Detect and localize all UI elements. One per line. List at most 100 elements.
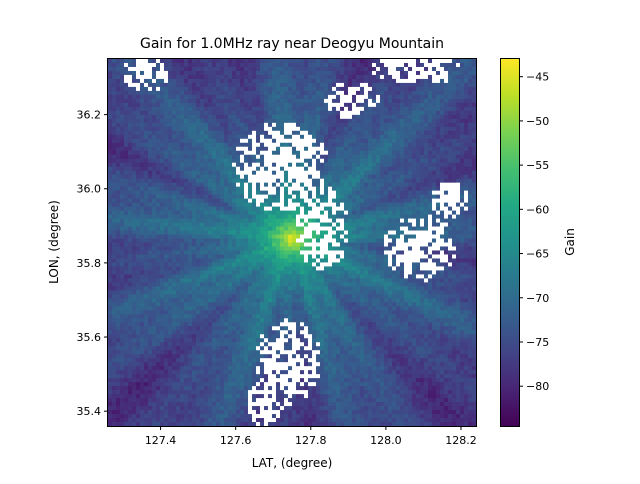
heatmap-cell	[420, 78, 425, 84]
heatmap-cell	[388, 166, 393, 172]
heatmap-cell	[220, 86, 225, 92]
heatmap-cell	[408, 102, 413, 108]
heatmap-cell	[388, 262, 393, 267]
heatmap-cell	[300, 186, 305, 192]
heatmap-cell	[468, 142, 473, 148]
heatmap-cell	[268, 214, 273, 220]
heatmap-cell	[196, 162, 201, 168]
heatmap-cell	[360, 258, 365, 263]
heatmap-cell	[188, 198, 193, 204]
heatmap-cell	[160, 198, 165, 204]
heatmap-cell	[216, 66, 221, 72]
heatmap-cell	[452, 74, 457, 80]
heatmap-cell	[344, 98, 349, 104]
heatmap-cell	[456, 214, 461, 220]
heatmap-cell	[436, 62, 441, 68]
heatmap-cell	[240, 198, 245, 204]
heatmap-cell	[112, 82, 117, 88]
heatmap-cell	[292, 90, 297, 96]
heatmap-cell	[140, 178, 145, 184]
heatmap-cell	[196, 206, 201, 212]
heatmap-cell	[472, 114, 477, 120]
heatmap-cell	[436, 178, 441, 184]
heatmap-cell	[176, 174, 181, 180]
heatmap-cell	[144, 202, 149, 208]
heatmap-cell	[136, 178, 141, 184]
heatmap-cell	[332, 150, 337, 156]
heatmap-cell	[124, 82, 129, 88]
heatmap-cell	[420, 198, 425, 204]
heatmap-cell	[364, 122, 369, 128]
heatmap-cell	[268, 254, 273, 259]
heatmap-cell	[284, 114, 289, 120]
heatmap-cell	[444, 234, 449, 240]
heatmap-cell	[228, 114, 233, 120]
heatmap-cell	[308, 238, 313, 243]
heatmap-cell	[152, 102, 157, 108]
heatmap-cell	[440, 182, 445, 188]
heatmap-cell	[432, 234, 437, 240]
heatmap-cell	[252, 98, 257, 104]
heatmap-cell	[136, 158, 141, 164]
heatmap-cell	[172, 102, 177, 108]
heatmap-cell	[184, 66, 189, 72]
heatmap-cell	[260, 182, 265, 188]
heatmap-cell	[316, 130, 321, 136]
heatmap-cell	[364, 118, 369, 124]
heatmap-cell	[296, 190, 301, 196]
heatmap-cell	[248, 134, 253, 140]
heatmap-cell	[208, 198, 213, 204]
heatmap-cell	[228, 86, 233, 92]
heatmap-cell	[460, 170, 465, 176]
heatmap-cell	[300, 74, 305, 80]
heatmap-cell	[364, 182, 369, 188]
heatmap-cell	[116, 274, 121, 279]
heatmap-cell	[444, 190, 449, 196]
heatmap-cell	[352, 158, 357, 164]
heatmap-cell	[216, 242, 221, 247]
heatmap-cell	[396, 154, 401, 160]
heatmap-cell	[384, 250, 389, 255]
heatmap-cell	[424, 118, 429, 124]
heatmap-cell	[308, 66, 313, 72]
heatmap-cell	[240, 174, 245, 180]
heatmap-cell	[200, 74, 205, 80]
heatmap-cell	[304, 138, 309, 144]
heatmap-cell	[404, 70, 409, 76]
heatmap-cell	[372, 162, 377, 168]
heatmap-cell	[176, 254, 181, 259]
heatmap-cell	[268, 238, 273, 243]
heatmap-cell	[148, 242, 153, 247]
heatmap-cell	[332, 114, 337, 120]
heatmap-cell	[152, 166, 157, 172]
heatmap-cell	[344, 186, 349, 192]
heatmap-cell	[264, 210, 269, 216]
heatmap-cell	[472, 118, 477, 124]
heatmap-cell	[176, 178, 181, 184]
heatmap-cell	[124, 158, 129, 164]
heatmap-cell	[360, 78, 365, 84]
heatmap-cell	[308, 86, 313, 92]
heatmap-cell	[324, 114, 329, 120]
heatmap-cell	[308, 138, 313, 144]
heatmap-cell	[148, 70, 153, 76]
heatmap-cell	[340, 62, 345, 68]
heatmap-cell	[140, 246, 145, 251]
heatmap-cell	[184, 242, 189, 247]
heatmap-cell	[240, 158, 245, 164]
heatmap-cell	[252, 186, 257, 192]
heatmap-cell	[228, 230, 233, 236]
heatmap-cell	[296, 90, 301, 96]
heatmap-cell	[168, 238, 173, 243]
heatmap-cell	[344, 174, 349, 180]
heatmap-cell	[160, 186, 165, 192]
heatmap-cell	[408, 110, 413, 116]
heatmap-cell	[456, 194, 461, 200]
heatmap-cell	[148, 198, 153, 204]
heatmap-cell	[316, 82, 321, 88]
heatmap-cell	[112, 238, 117, 243]
heatmap-cell	[164, 194, 169, 200]
heatmap-cell	[272, 178, 277, 184]
heatmap-cell	[188, 94, 193, 100]
heatmap-cell	[296, 238, 301, 243]
